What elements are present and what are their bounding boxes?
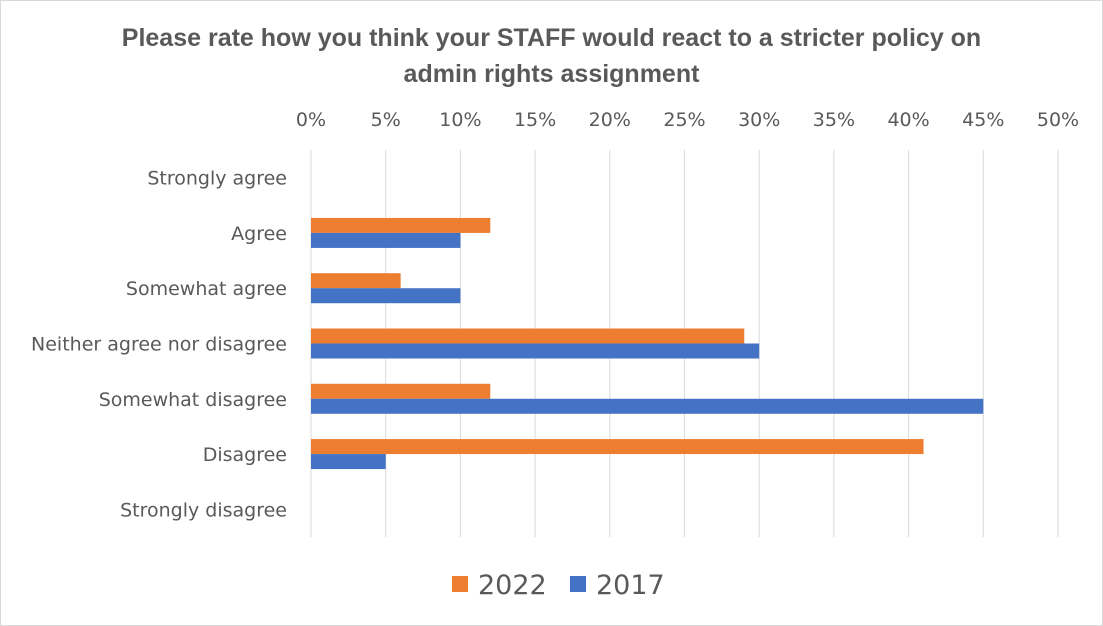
- legend-swatch-2017: [570, 576, 586, 592]
- x-tick-label: 30%: [738, 109, 780, 131]
- bars: [311, 217, 984, 470]
- x-tick-label: 50%: [1037, 109, 1079, 131]
- x-tick-label: 25%: [663, 109, 705, 131]
- bar-2017: [311, 454, 386, 470]
- bar-2022: [311, 273, 401, 289]
- category-label: Agree: [231, 223, 287, 245]
- x-tick-label: 0%: [296, 109, 326, 131]
- bar-2022: [311, 217, 491, 233]
- x-tick-label: 35%: [813, 109, 855, 131]
- x-tick-label: 20%: [589, 109, 631, 131]
- category-labels: Strongly agree Agree Somewhat agree Neither…: [31, 168, 287, 522]
- chart-title-line2: admin rights assignment: [403, 60, 700, 88]
- bar-2022: [311, 383, 491, 399]
- chart-title-line1: Please rate how you think your STAFF wou…: [121, 24, 982, 52]
- x-tick-label: 5%: [371, 109, 401, 131]
- x-tick-label: 45%: [962, 109, 1004, 131]
- bar-2017: [311, 232, 461, 248]
- category-label: Somewhat agree: [126, 278, 287, 300]
- bar-2022: [311, 328, 745, 344]
- category-label: Somewhat disagree: [99, 389, 287, 411]
- x-tick-label: 40%: [887, 109, 929, 131]
- category-label: Neither agree nor disagree: [31, 334, 287, 356]
- bar-2017: [311, 343, 760, 359]
- x-tick-label: 10%: [439, 109, 481, 131]
- legend-swatch-2022: [452, 576, 468, 592]
- x-axis-ticks: 0% 5% 10% 15% 20% 25% 30% 35% 40% 45% 50%: [296, 109, 1079, 131]
- bar-2022: [311, 439, 924, 455]
- bar-2017: [311, 288, 461, 304]
- bar-2017: [311, 398, 984, 414]
- category-label: Strongly agree: [147, 168, 287, 190]
- legend-label-2022: 2022: [478, 570, 547, 601]
- x-tick-label: 15%: [514, 109, 556, 131]
- chart-title: Please rate how you think your STAFF wou…: [0, 20, 1103, 92]
- category-label: Strongly disagree: [120, 499, 287, 521]
- legend-label-2017: 2017: [596, 570, 665, 601]
- category-label: Disagree: [203, 444, 287, 466]
- legend: 2022 2017: [452, 570, 665, 601]
